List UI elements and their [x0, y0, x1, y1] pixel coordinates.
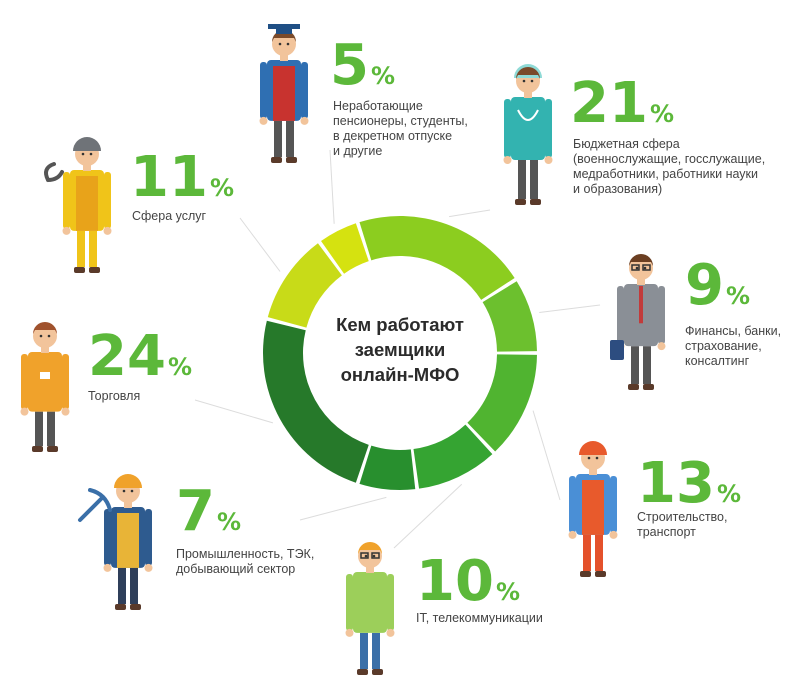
caption-3: Строительство, транспорт [637, 510, 727, 539]
leader-lines [194, 149, 601, 549]
leader-line-3 [532, 410, 561, 501]
donut-ring [262, 215, 537, 490]
caption-4: IT, телекоммуникации [416, 611, 543, 625]
caption-5: Промышленность, ТЭК, добывающий сектор [176, 547, 314, 576]
donut-slice-0 [321, 223, 369, 274]
title-line-0: Кем работают [336, 314, 464, 335]
caption-2: Финансы, банки, страхование, консалтинг [685, 324, 781, 368]
percent-label-0: 5% [330, 33, 395, 98]
donut-slice-7 [267, 243, 342, 328]
businessman-icon [610, 254, 666, 390]
percent-label-5: 7% [176, 479, 241, 544]
donut-slice-4 [413, 424, 493, 489]
title-line-2: онлайн-МФО [341, 364, 460, 385]
leader-line-1 [449, 209, 491, 218]
caption-0: Неработающие пенсионеры, студенты, в декре… [333, 99, 468, 158]
it-specialist-icon [345, 542, 395, 675]
caption-1: Бюджетная сфера (военнослужащие, госслужа… [573, 137, 765, 196]
leader-line-5 [299, 496, 387, 521]
donut-slice-5 [359, 445, 416, 490]
labels: 5%Неработающие пенсионеры, студенты, в дек… [88, 33, 781, 625]
donut-slice-3 [467, 354, 537, 452]
doctor-icon [503, 64, 553, 205]
leader-line-6 [194, 399, 274, 424]
chart-title: Кем работают заемщики онлайн-МФО [336, 314, 464, 385]
percent-label-6: 24% [88, 324, 192, 389]
leader-line-4 [393, 483, 463, 549]
percent-label-2: 9% [685, 253, 750, 318]
graduate-icon [259, 24, 309, 163]
miner-icon [78, 474, 153, 610]
percent-label-4: 10% [416, 549, 520, 614]
caption-6: Торговля [88, 389, 140, 403]
builder-icon [568, 441, 618, 577]
leader-line-7 [239, 217, 281, 272]
figures [20, 24, 666, 675]
mechanic-icon [44, 137, 112, 273]
percent-label-7: 11% [130, 145, 234, 210]
caption-7: Сфера услуг [132, 209, 207, 223]
leader-line-0 [329, 149, 335, 224]
donut-slice-2 [482, 281, 537, 352]
seller-icon [20, 322, 70, 452]
donut-slice-1 [359, 215, 515, 300]
donut-slice-6 [262, 320, 369, 483]
percent-label-3: 13% [637, 451, 741, 516]
percent-label-1: 21% [570, 71, 674, 136]
title-line-1: заемщики [355, 339, 446, 360]
leader-line-2 [539, 304, 601, 314]
